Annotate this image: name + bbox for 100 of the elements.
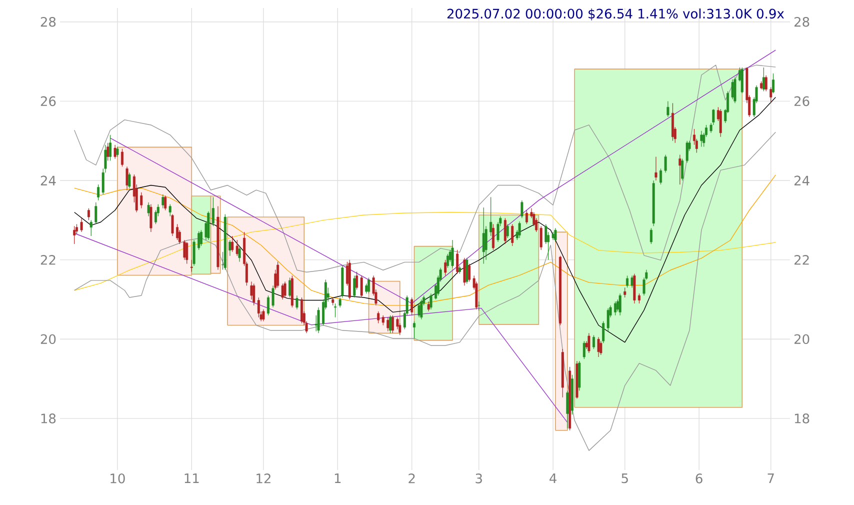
candlestick (116, 146, 119, 158)
candlestick (120, 148, 124, 167)
candlestick (109, 134, 112, 161)
candlestick (600, 340, 602, 356)
candlestick (410, 297, 414, 316)
candlestick (296, 295, 298, 310)
line-series (74, 132, 776, 451)
candlestick (463, 258, 466, 286)
candlestick (686, 140, 688, 163)
candlestick (171, 214, 174, 236)
candlestick (731, 79, 734, 100)
candlestick (73, 226, 76, 244)
candlestick (582, 340, 586, 360)
y2-tick-label: 20 (794, 334, 810, 344)
candlestick (389, 315, 392, 334)
candlestick (212, 196, 214, 226)
candlestick (114, 144, 116, 159)
candlestick (654, 156, 658, 181)
candlestick (678, 154, 682, 185)
candlestick (597, 336, 600, 358)
x-tick-label: 1 (334, 474, 341, 483)
candlestick (368, 277, 370, 294)
candlestick (660, 168, 662, 185)
candlestick (466, 258, 468, 284)
candlestick (666, 100, 670, 118)
candlestick (317, 307, 320, 334)
candlestick (94, 202, 98, 224)
candlestick (192, 240, 196, 266)
candlestick (164, 195, 167, 211)
candlestick (626, 275, 628, 288)
candlestick (126, 166, 128, 191)
candlestick (238, 246, 241, 262)
chart-title: 2025.07.02 00:00:00 $26.54 1.41% vol:313.0K 0.9x (447, 8, 784, 20)
x-tick-label: 3 (476, 474, 482, 484)
candlestick (504, 218, 506, 244)
line-series (74, 212, 776, 291)
candlestick (140, 192, 143, 209)
x-tick-label: 7 (768, 474, 774, 483)
candlestick (468, 263, 471, 282)
candlestick (427, 301, 430, 312)
candlestick (588, 332, 590, 354)
candlestick (602, 320, 605, 344)
candlestick (671, 102, 674, 142)
candlestick (190, 260, 193, 272)
candlestick (300, 297, 303, 324)
candlestick (420, 299, 423, 320)
candlestick (150, 204, 152, 232)
candlestick (664, 154, 667, 173)
candlestick (200, 230, 202, 246)
candlestick (482, 207, 485, 264)
candlestick (520, 200, 524, 218)
candlestick (764, 75, 768, 92)
candlestick (162, 194, 164, 209)
candlestick (650, 228, 652, 244)
y-tick-label: 26 (40, 96, 56, 106)
y-tick-label: 24 (40, 176, 56, 186)
candlestick (772, 73, 774, 94)
candlestick (176, 224, 179, 240)
x-tick-label: 2 (408, 474, 415, 484)
candlestick (492, 224, 494, 250)
candlestick (87, 208, 90, 220)
y-tick-label: 20 (40, 334, 56, 344)
candlestick (734, 77, 736, 104)
y2-tick-label: 28 (794, 16, 810, 27)
y2-tick-label: 18 (794, 414, 810, 424)
candlestick (228, 240, 232, 256)
candlestick (614, 301, 617, 316)
candlestick (272, 285, 274, 308)
candlestick (365, 283, 368, 294)
candlestick (592, 334, 595, 350)
candlestick (168, 204, 172, 216)
candlestick (451, 240, 454, 268)
candlestick (198, 230, 200, 250)
line-series (74, 96, 776, 343)
candlestick (566, 390, 569, 429)
x-tick-label: 12 (256, 474, 270, 484)
y2-tick-label: 24 (794, 176, 810, 186)
candlestick (360, 275, 363, 298)
candlestick (719, 108, 722, 138)
y-tick-label: 28 (40, 16, 56, 27)
candlestick (128, 172, 131, 189)
line-series (74, 64, 776, 272)
candlestick (638, 293, 640, 304)
candlestick (511, 224, 514, 246)
candlestick (90, 220, 92, 236)
candlestick (386, 317, 390, 332)
candlestick (518, 221, 521, 238)
candlestick (525, 210, 528, 224)
candlestick (630, 275, 634, 288)
x-tick-label: 5 (622, 474, 628, 484)
candlestick (624, 287, 626, 298)
candlestick (334, 303, 336, 318)
candlestick (412, 320, 416, 339)
candlestick (444, 260, 447, 276)
x-tick-label: 10 (110, 474, 125, 484)
candlestick (700, 130, 703, 148)
candlestick (606, 308, 610, 332)
x-tick-label: 11 (184, 474, 199, 483)
candlestick (770, 87, 772, 104)
candlestick (183, 240, 186, 260)
